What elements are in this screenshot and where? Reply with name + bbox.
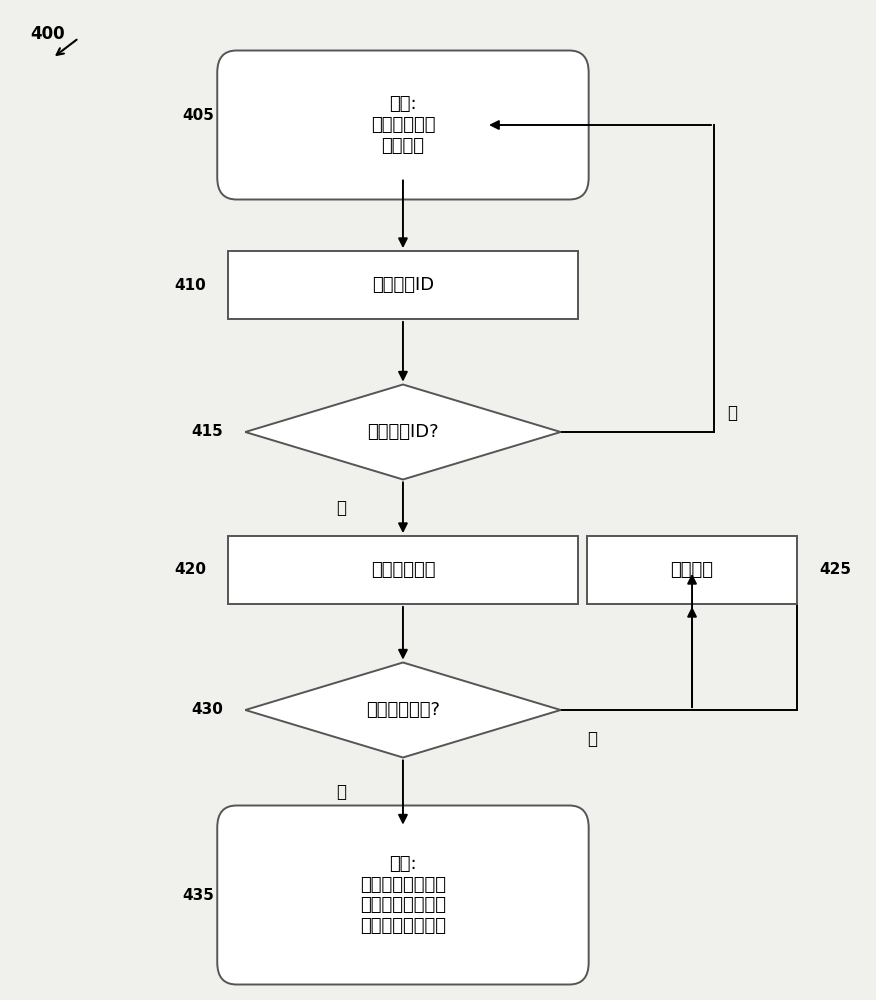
Text: 读取滑轨ID: 读取滑轨ID bbox=[372, 276, 434, 294]
FancyBboxPatch shape bbox=[228, 251, 578, 319]
Text: 425: 425 bbox=[819, 562, 851, 578]
Text: 读取滑轨位置: 读取滑轨位置 bbox=[371, 561, 435, 579]
Text: 435: 435 bbox=[183, 888, 215, 902]
Text: 开始:
主体滑轨进入
装配单元: 开始: 主体滑轨进入 装配单元 bbox=[371, 95, 435, 155]
Text: 位置在范围中?: 位置在范围中? bbox=[366, 701, 440, 719]
Text: 是: 是 bbox=[336, 499, 347, 517]
Text: 移动滑轨: 移动滑轨 bbox=[670, 561, 714, 579]
FancyBboxPatch shape bbox=[217, 806, 589, 984]
Polygon shape bbox=[245, 385, 561, 480]
Text: 400: 400 bbox=[31, 25, 66, 43]
FancyBboxPatch shape bbox=[217, 50, 589, 200]
FancyBboxPatch shape bbox=[228, 536, 578, 604]
Text: 405: 405 bbox=[183, 107, 215, 122]
Text: 430: 430 bbox=[192, 702, 223, 718]
Text: 否: 否 bbox=[727, 404, 737, 422]
Text: 有效滑轨ID?: 有效滑轨ID? bbox=[367, 423, 439, 441]
Text: 410: 410 bbox=[174, 277, 206, 292]
Polygon shape bbox=[245, 663, 561, 758]
Text: 415: 415 bbox=[192, 424, 223, 440]
Text: 是: 是 bbox=[336, 784, 347, 802]
FancyBboxPatch shape bbox=[587, 536, 797, 604]
Text: 否: 否 bbox=[587, 730, 597, 748]
Text: 停止:
主体滑轨正确地被
定位并被读取以用
于进一步装配进程: 停止: 主体滑轨正确地被 定位并被读取以用 于进一步装配进程 bbox=[360, 855, 446, 935]
Text: 420: 420 bbox=[173, 562, 206, 578]
